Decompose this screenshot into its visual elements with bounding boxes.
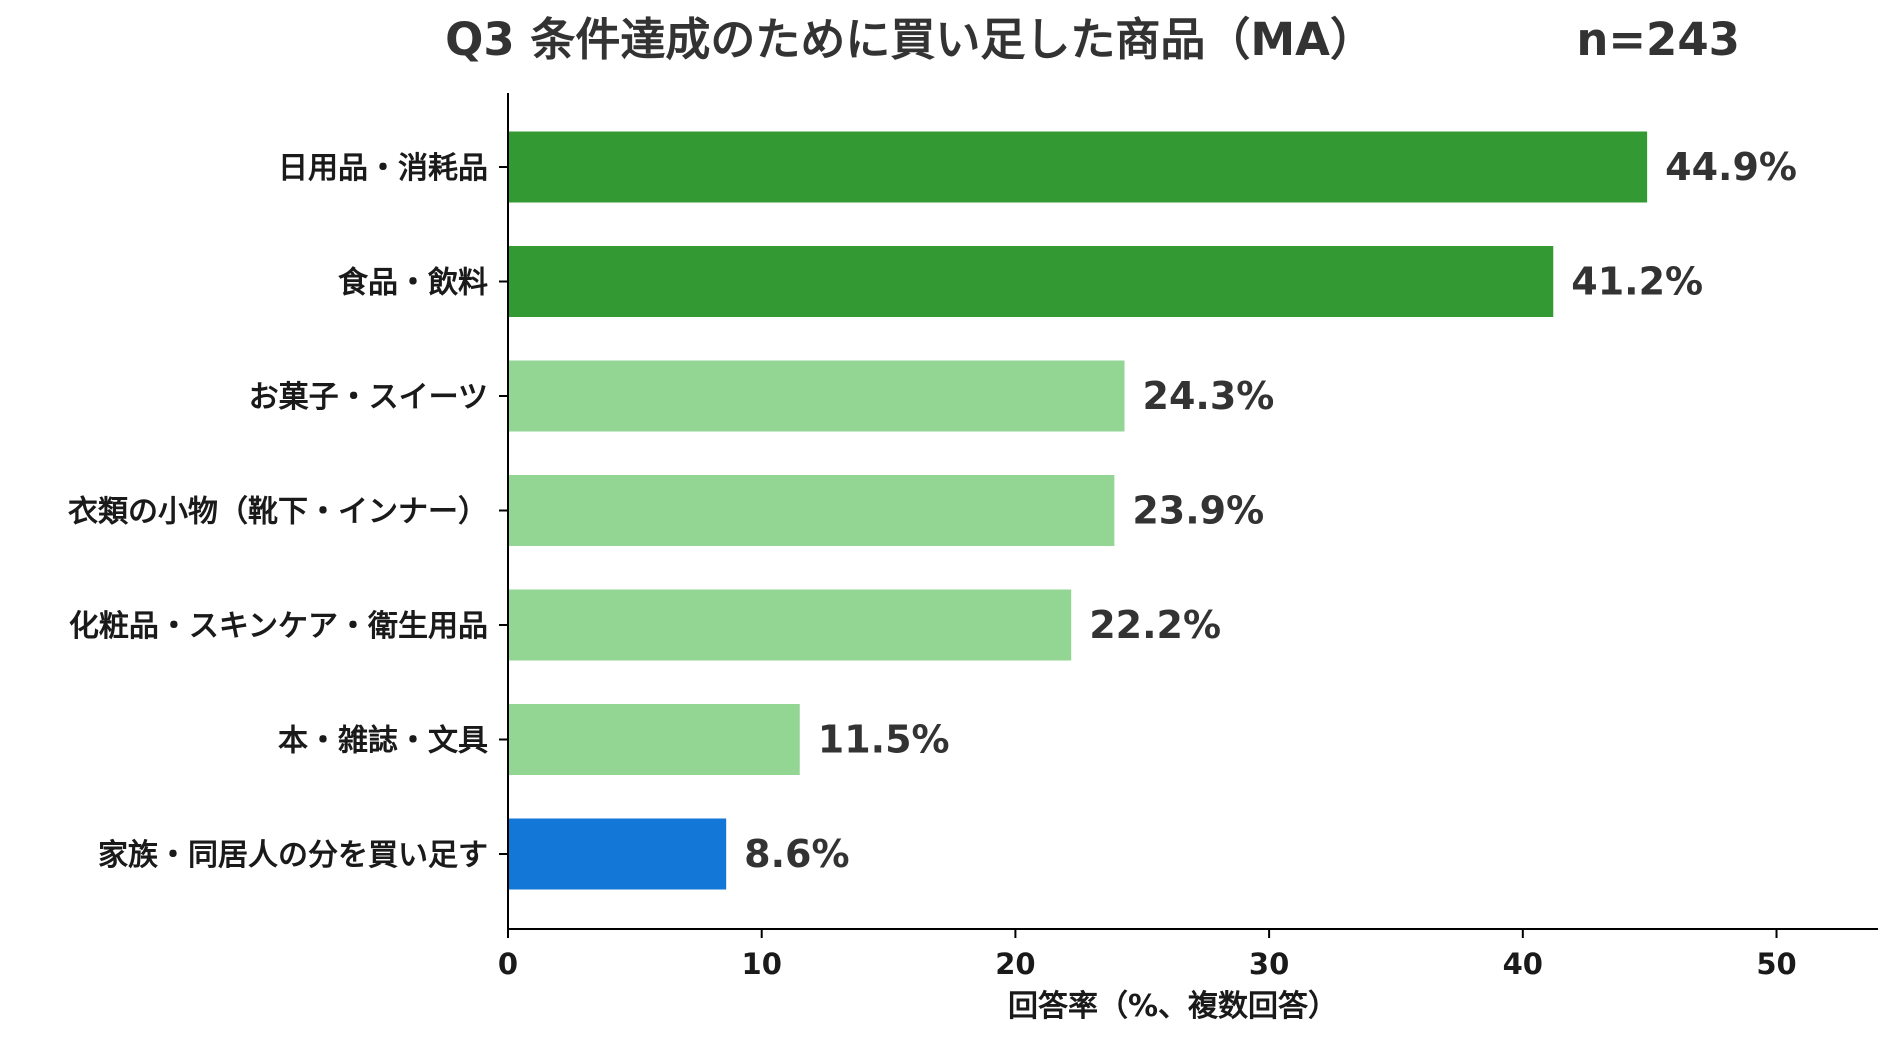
value-label-6: 11.5% <box>818 718 950 762</box>
category-label-2: 食品・飲料 <box>338 266 488 301</box>
value-label-5: 22.2% <box>1089 603 1221 647</box>
bar-2 <box>508 246 1554 317</box>
bar-3 <box>508 360 1125 432</box>
axes-layer <box>507 93 1878 930</box>
x-tick-label-30: 30 <box>1249 947 1289 981</box>
x-tick-label-50: 50 <box>1756 947 1796 981</box>
category-label-5: 化粧品・スキンケア・衛生用品 <box>69 609 488 644</box>
value-label-3: 24.3% <box>1143 374 1275 418</box>
value-label-2: 41.2% <box>1571 260 1703 304</box>
x-tick-label-40: 40 <box>1503 947 1543 981</box>
bar-5 <box>508 589 1072 661</box>
x-axis-title: 回答率（%、複数回答） <box>1008 989 1338 1024</box>
x-tick-label-20: 20 <box>995 947 1035 981</box>
category-label-6: 本・雑誌・文具 <box>278 724 488 759</box>
category-label-1: 日用品・消耗品 <box>278 151 488 186</box>
value-label-7: 8.6% <box>744 832 849 876</box>
chart-title-group: Q3 条件達成のために買い足した商品（MA） n=243 <box>445 13 1740 66</box>
bar-7 <box>508 818 727 890</box>
x-tick-label-10: 10 <box>742 947 782 981</box>
bar-4 <box>508 475 1115 546</box>
bars-layer: 日用品・消耗品 44.9% 食品・飲料 41.2% お菓子・スイーツ 24.3% 衣類の小物… <box>68 131 1797 890</box>
chart-title: Q3 条件達成のために買い足した商品（MA） <box>445 13 1375 66</box>
category-label-3: お菓子・スイーツ <box>249 380 488 415</box>
x-tick-label-0: 0 <box>498 947 518 981</box>
chart-subtitle: n=243 <box>1576 13 1740 66</box>
category-label-7: 家族・同居人の分を買い足す <box>98 838 488 873</box>
bar-6 <box>508 704 800 775</box>
category-label-4: 衣類の小物（靴下・インナー） <box>68 495 488 530</box>
bar-1 <box>508 131 1648 203</box>
value-label-1: 44.9% <box>1665 145 1797 189</box>
x-ticks-layer: 0 10 20 30 40 50 <box>498 929 1797 981</box>
value-label-4: 23.9% <box>1132 489 1264 533</box>
